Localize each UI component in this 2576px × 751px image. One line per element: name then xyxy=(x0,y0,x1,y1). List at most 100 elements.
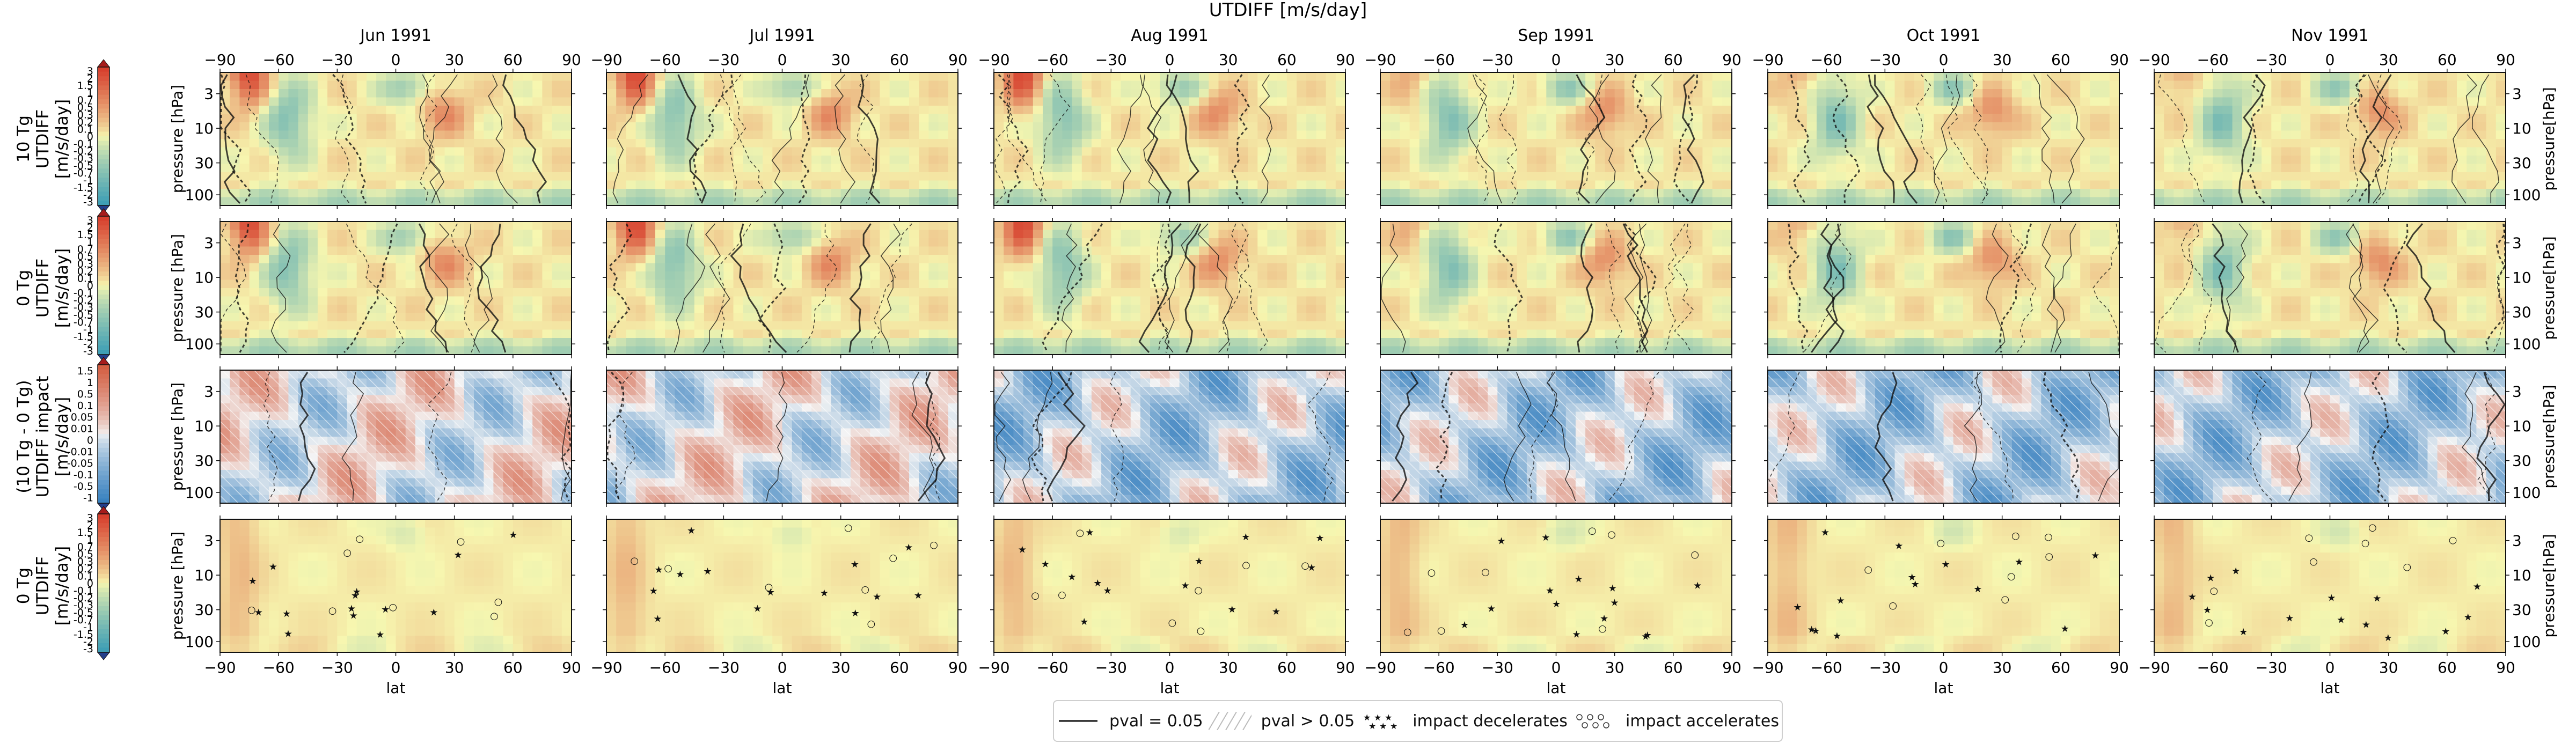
heat-cell xyxy=(723,122,734,131)
heat-cell xyxy=(513,279,523,289)
heat-cell xyxy=(444,164,455,173)
heat-cell xyxy=(635,279,646,289)
heat-cell xyxy=(454,139,465,148)
heat-cell xyxy=(850,246,861,255)
heat-cell xyxy=(909,271,919,281)
heat-cell xyxy=(1400,130,1410,139)
heat-cell xyxy=(2060,189,2071,198)
heat-cell xyxy=(645,97,656,106)
heat-cell xyxy=(532,122,543,131)
heat-cell xyxy=(1894,156,1905,165)
heat-cell xyxy=(1693,89,1703,98)
heat-cell xyxy=(561,130,572,139)
heat-cell xyxy=(542,89,553,98)
heat-cell xyxy=(1982,130,1993,139)
heat-cell xyxy=(1081,114,1092,123)
heat-cell xyxy=(317,338,328,347)
heat-cell xyxy=(1199,164,1209,173)
heat-cell xyxy=(513,346,523,355)
heat-cell xyxy=(1062,172,1073,181)
heat-cell xyxy=(1013,97,1024,106)
heat-cell xyxy=(1683,156,1693,165)
heat-cell xyxy=(2290,114,2301,123)
heat-cell xyxy=(626,89,636,98)
heat-cell xyxy=(2060,106,2071,115)
heat-cell xyxy=(376,271,386,281)
heat-cell xyxy=(493,156,504,165)
heat-cell xyxy=(763,263,773,272)
heat-cell xyxy=(938,296,949,305)
heat-cell xyxy=(1390,80,1400,90)
heat-cell xyxy=(513,321,523,330)
heat-cell xyxy=(2486,106,2497,115)
heat-cell xyxy=(1614,80,1625,90)
heat-cell xyxy=(840,271,851,281)
heat-cell xyxy=(279,147,289,156)
heat-cell xyxy=(1624,89,1635,98)
heat-cell xyxy=(2271,89,2282,98)
heat-cell xyxy=(1507,172,1518,181)
heat-cell xyxy=(1992,197,2003,206)
heat-cell xyxy=(1605,89,1615,98)
heat-cell xyxy=(2271,114,2282,123)
heat-cell xyxy=(415,139,426,148)
heat-cell xyxy=(1673,164,1684,173)
heat-cell xyxy=(425,189,435,198)
heat-cell xyxy=(2031,89,2042,98)
heat-cell xyxy=(1199,130,1209,139)
heat-cell xyxy=(249,338,260,347)
heat-cell xyxy=(1458,72,1469,82)
heat-cell xyxy=(542,122,553,131)
heat-cell xyxy=(1439,97,1449,106)
contour-line xyxy=(428,74,458,204)
heat-cell xyxy=(1806,180,1817,189)
heat-cell xyxy=(425,172,435,181)
heat-cell xyxy=(645,271,656,281)
heat-cell xyxy=(1894,189,1905,198)
heat-cell xyxy=(1865,122,1876,131)
heat-cell xyxy=(1953,139,1964,148)
heat-cell xyxy=(542,338,553,347)
heat-cell xyxy=(635,72,646,82)
heat-cell xyxy=(1286,89,1297,98)
heat-cell xyxy=(1644,172,1655,181)
heat-cell xyxy=(279,114,289,123)
heat-cell xyxy=(415,147,426,156)
heat-cell xyxy=(635,313,646,322)
heat-cell xyxy=(1722,130,1732,139)
heat-cell xyxy=(2041,89,2052,98)
heat-cell xyxy=(1297,114,1307,123)
heat-cell xyxy=(1693,147,1703,156)
heat-cell xyxy=(723,189,734,198)
heat-cell xyxy=(1277,122,1287,131)
heat-cell xyxy=(675,321,685,330)
heat-cell xyxy=(752,164,763,173)
heat-cell xyxy=(1043,72,1053,82)
heat-cell xyxy=(1846,97,1856,106)
heat-cell xyxy=(425,114,435,123)
heat-cell xyxy=(239,97,250,106)
heat-cell xyxy=(2496,130,2506,139)
heat-cell xyxy=(2002,189,2012,198)
heat-cell xyxy=(2232,114,2243,123)
heat-cell xyxy=(606,296,617,305)
heat-cell xyxy=(606,238,617,247)
heat-cell xyxy=(2290,189,2301,198)
heat-cell xyxy=(542,156,553,165)
heat-cell xyxy=(1712,122,1723,131)
heat-cell xyxy=(1306,114,1316,123)
heat-cell xyxy=(327,114,338,123)
heat-cell xyxy=(1644,189,1655,198)
heat-cell xyxy=(2070,130,2081,139)
heat-cell xyxy=(308,305,318,314)
heat-cell xyxy=(1043,130,1053,139)
heat-cell xyxy=(1023,147,1034,156)
heat-cell xyxy=(386,80,397,90)
heat-cell xyxy=(782,189,793,198)
heat-cell xyxy=(493,246,504,255)
heat-cell xyxy=(694,197,705,206)
heat-cell xyxy=(821,197,832,206)
heat-cell xyxy=(2022,80,2032,90)
heat-cell xyxy=(298,114,309,123)
heat-cell xyxy=(1033,147,1043,156)
